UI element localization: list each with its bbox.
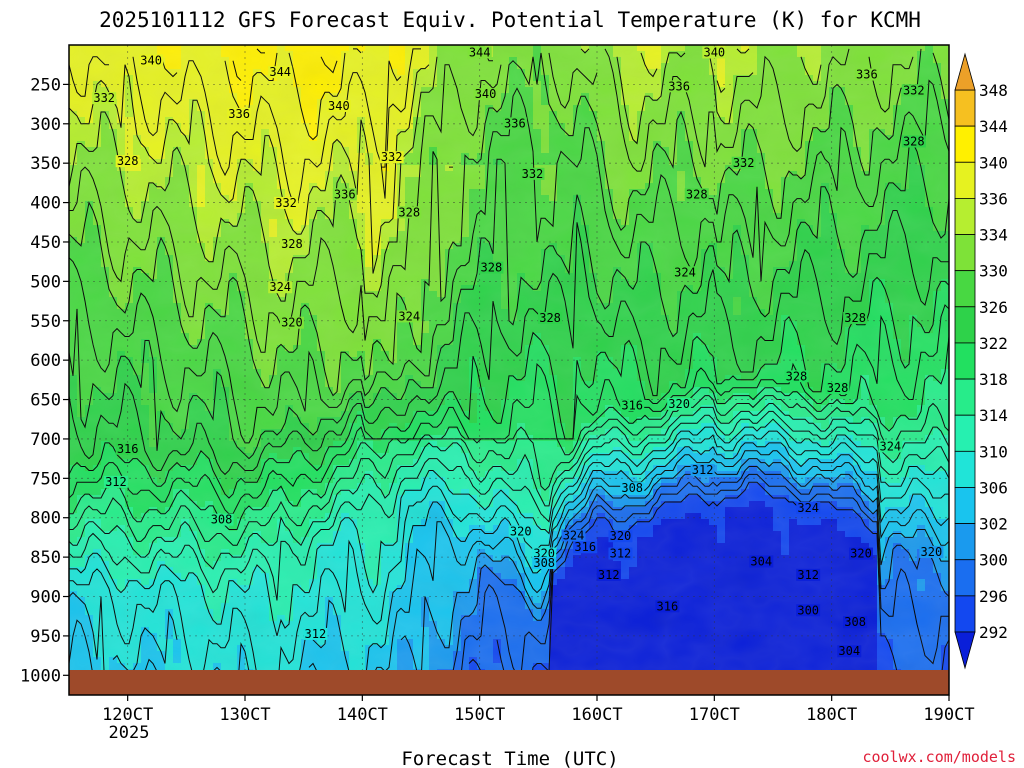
chart-title: 2025101112 GFS Forecast Equiv. Potential…: [99, 8, 921, 32]
